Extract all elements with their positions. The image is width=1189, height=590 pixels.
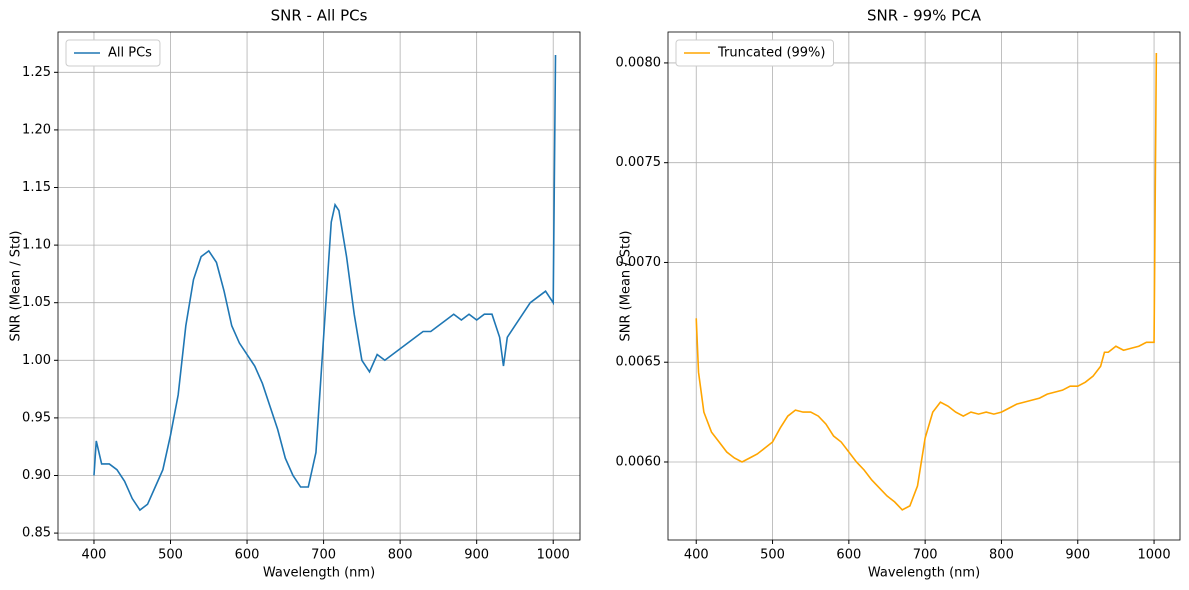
plot-frame [57, 31, 581, 541]
y-axis-label: SNR (Mean / Std) [9, 231, 24, 342]
plot-frame [667, 31, 1181, 541]
y-tick-label: 0.95 [22, 410, 51, 425]
x-tick-label: 400 [684, 548, 709, 563]
x-tick-label: 900 [464, 548, 489, 563]
chart-title: SNR - All PCs [271, 7, 368, 25]
legend-label: Truncated (99%) [717, 46, 826, 61]
x-tick-label: 500 [158, 548, 183, 563]
x-tick-label: 800 [388, 548, 413, 563]
y-tick-label: 1.00 [22, 353, 51, 368]
y-tick-label: 0.0080 [616, 55, 662, 70]
legend-box [65, 39, 161, 67]
x-tick-label: 600 [836, 548, 861, 563]
y-tick-label: 0.85 [22, 526, 51, 541]
data-line [695, 52, 1158, 511]
x-tick-label: 700 [311, 548, 336, 563]
x-tick-label: 400 [82, 548, 107, 563]
legend-label: All PCs [108, 46, 152, 61]
x-tick-label: 1000 [1138, 548, 1171, 563]
x-tick-label: 800 [989, 548, 1014, 563]
y-tick-label: 0.0070 [616, 255, 662, 270]
x-tick-label: 500 [760, 548, 785, 563]
chart-title: SNR - 99% PCA [867, 7, 982, 25]
x-tick-label: 1000 [537, 548, 570, 563]
y-tick-label: 1.15 [22, 180, 51, 195]
y-tick-label: 1.20 [22, 122, 51, 137]
y-tick-label: 1.10 [22, 238, 51, 253]
data-line [93, 55, 557, 512]
x-axis-label: Wavelength (nm) [868, 566, 980, 581]
x-tick-label: 700 [913, 548, 938, 563]
legend-box [675, 39, 834, 67]
y-axis-label: SNR (Mean / Std) [619, 231, 634, 342]
y-tick-label: 1.05 [22, 295, 51, 310]
x-tick-label: 600 [235, 548, 260, 563]
y-tick-label: 1.25 [22, 65, 51, 80]
y-tick-label: 0.0065 [616, 355, 662, 370]
x-axis-label: Wavelength (nm) [263, 566, 375, 581]
y-tick-label: 0.0075 [616, 155, 662, 170]
x-tick-label: 900 [1065, 548, 1090, 563]
y-tick-label: 0.90 [22, 468, 51, 483]
y-tick-label: 0.0060 [616, 454, 662, 469]
